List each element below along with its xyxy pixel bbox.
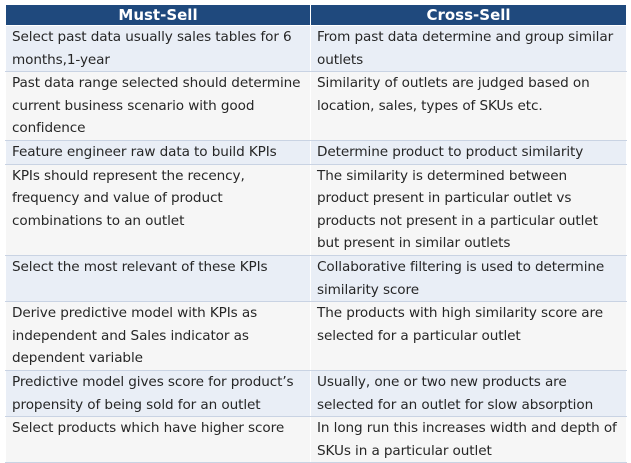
table-row: Past data range selected should determin… [5, 71, 627, 141]
must-sell-cell: Select the most relevant of these KPIs [5, 254, 311, 303]
must-sell-cell: Past data range selected should determin… [5, 71, 311, 141]
cross-sell-cell: From past data determine and group simil… [310, 24, 627, 73]
must-sell-cell: Select past data usually sales tables fo… [5, 24, 311, 73]
cross-sell-cell: Usually, one or two new products are sel… [310, 369, 627, 418]
must-sell-cell: Feature engineer raw data to build KPIs [5, 139, 311, 165]
must-sell-cell: Predictive model gives score for product… [5, 369, 311, 418]
must-sell-cell: KPIs should represent the recency, frequ… [5, 163, 311, 256]
cross-sell-cell: Determine product to product similarity [310, 139, 627, 165]
cross-sell-cell: Collaborative filtering is used to deter… [310, 254, 627, 303]
header-must-sell: Must-Sell [5, 4, 311, 26]
comparison-table: Must-Sell Cross-Sell Select past data us… [5, 4, 627, 463]
table-row: Select products which have higher score … [5, 416, 627, 463]
cross-sell-cell: Similarity of outlets are judged based o… [310, 71, 627, 141]
cross-sell-cell: The products with high similarity score … [310, 301, 627, 371]
cross-sell-cell: In long run this increases width and dep… [310, 416, 627, 463]
table-row: Select past data usually sales tables fo… [5, 24, 627, 73]
header-row: Must-Sell Cross-Sell [5, 4, 627, 26]
must-sell-cell: Select products which have higher score [5, 416, 311, 463]
table-row: KPIs should represent the recency, frequ… [5, 163, 627, 256]
table-row: Derive predictive model with KPIs as ind… [5, 301, 627, 371]
header-cross-sell: Cross-Sell [310, 4, 627, 26]
cross-sell-cell: The similarity is determined between pro… [310, 163, 627, 256]
must-sell-cell: Derive predictive model with KPIs as ind… [5, 301, 311, 371]
table-row: Feature engineer raw data to build KPIs … [5, 139, 627, 165]
table-row: Select the most relevant of these KPIs C… [5, 254, 627, 303]
table-row: Predictive model gives score for product… [5, 369, 627, 418]
